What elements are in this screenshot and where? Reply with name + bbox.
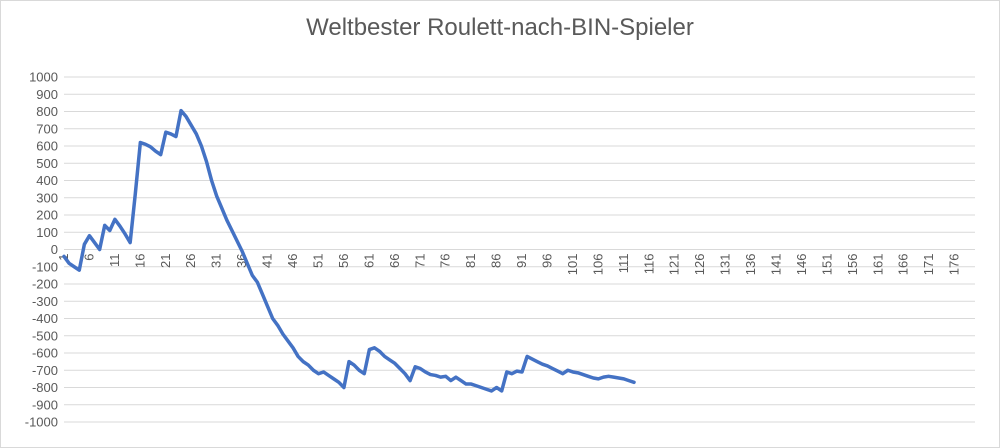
series-line: [62, 108, 636, 393]
x-tick-label: 131: [718, 254, 733, 276]
x-tick-label: 151: [819, 254, 834, 276]
y-tick-label: 200: [36, 208, 58, 223]
y-tick-label: -500: [32, 328, 58, 343]
x-tick-label: 116: [641, 254, 656, 275]
x-tick-label: 76: [438, 254, 453, 268]
x-tick-label: 56: [336, 254, 351, 268]
y-tick-label: 0: [51, 242, 58, 257]
y-tick-label: -800: [32, 380, 58, 395]
chart-title: Weltbester Roulett-nach-BIN-Spieler: [306, 14, 694, 41]
x-tick-label: 96: [539, 254, 554, 268]
y-tick-label: 500: [36, 156, 58, 171]
x-tick-label: 26: [183, 254, 198, 268]
y-tick-label: -400: [32, 311, 58, 326]
x-tick-label: 91: [514, 254, 529, 268]
y-tick-label: 800: [36, 104, 58, 119]
y-tick-label: 100: [36, 225, 58, 240]
x-tick-label: 86: [489, 254, 504, 268]
y-tick-label: 400: [36, 173, 58, 188]
x-tick-label: 141: [769, 254, 784, 276]
x-tick-label: 11: [107, 254, 122, 268]
x-tick-label: 176: [947, 254, 962, 276]
x-tick-label: 46: [285, 254, 300, 268]
x-tick-label: 126: [692, 254, 707, 276]
x-tick-label: 121: [667, 254, 682, 276]
x-tick-label: 16: [132, 254, 147, 268]
y-tick-label: -1000: [25, 415, 58, 430]
y-tick-label: -100: [32, 259, 58, 274]
y-tick-label: 600: [36, 139, 58, 154]
x-tick-label: 161: [870, 254, 885, 276]
x-tick-label: 41: [260, 254, 275, 268]
y-tick-label: 900: [36, 87, 58, 102]
y-tick-label: -900: [32, 397, 58, 412]
y-tick-label: -600: [32, 346, 58, 361]
y-tick-label: -700: [32, 363, 58, 378]
x-tick-label: 81: [463, 254, 478, 268]
x-tick-label: 111: [616, 254, 631, 274]
x-tick-label: 156: [845, 254, 860, 276]
x-tick-label: 166: [896, 254, 911, 276]
y-tick-label: 1000: [29, 70, 58, 85]
x-tick-label: 6: [81, 254, 96, 261]
x-tick-label: 31: [209, 254, 224, 268]
x-tick-label: 171: [921, 254, 936, 276]
x-tick-label: 61: [361, 254, 376, 268]
x-tick-label: 51: [310, 254, 325, 268]
x-tick-label: 146: [794, 254, 809, 276]
x-tick-label: 66: [387, 254, 402, 268]
x-tick-label: 21: [158, 254, 173, 268]
x-tick-label: 136: [743, 254, 758, 276]
y-tick-label: 300: [36, 190, 58, 205]
y-tick-label: -200: [32, 277, 58, 292]
x-tick-label: 71: [412, 254, 427, 268]
x-tick-label: 106: [590, 254, 605, 276]
x-tick-label: 101: [565, 254, 580, 276]
y-tick-label: -300: [32, 294, 58, 309]
y-tick-label: 700: [36, 121, 58, 136]
